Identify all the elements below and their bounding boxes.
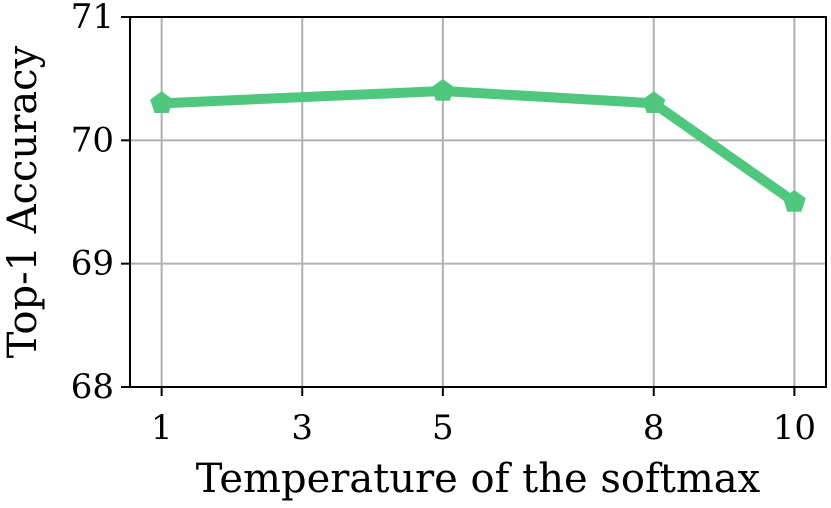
plot-frame	[129, 16, 827, 388]
x-axis-label: Temperature of the softmax	[196, 456, 761, 502]
marker	[783, 190, 806, 212]
x-tick-label: 3	[291, 408, 313, 448]
marker	[642, 91, 666, 113]
y-tick-label: 71	[71, 0, 114, 37]
y-tick-label: 68	[71, 367, 114, 407]
series-line	[161, 86, 798, 207]
x-tick-label: 8	[643, 408, 665, 448]
x-tick-label: 10	[773, 408, 816, 448]
y-axis-label: Top-1 Accuracy	[0, 45, 46, 358]
x-tick-label: 5	[432, 408, 454, 448]
y-tick-label: 69	[71, 244, 114, 284]
y-tick-label: 70	[71, 120, 114, 160]
marker	[431, 79, 455, 101]
x-tick-label: 1	[151, 408, 173, 448]
marker	[150, 91, 173, 113]
